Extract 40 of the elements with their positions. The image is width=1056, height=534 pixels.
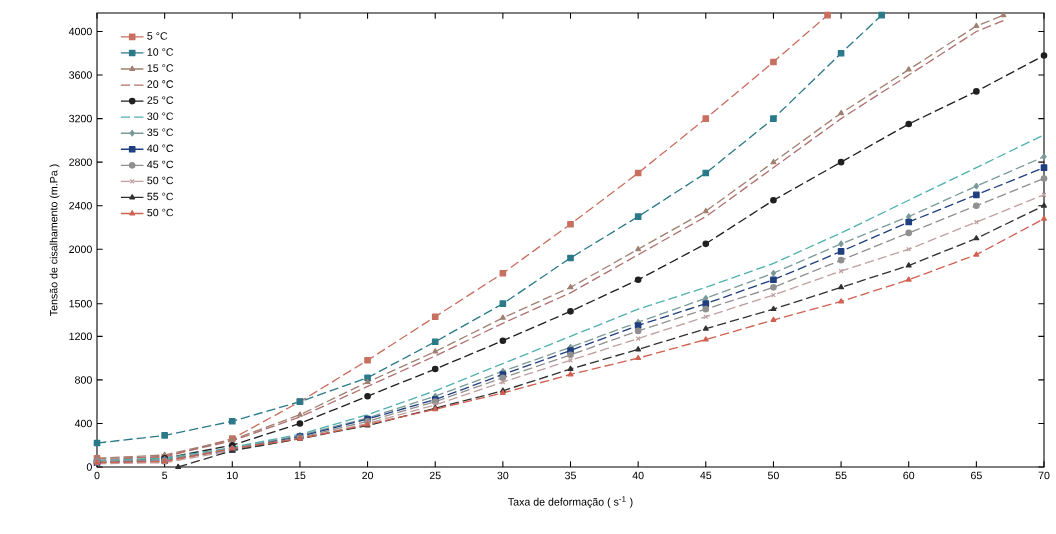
x-tick-label: 10 [227, 471, 238, 480]
legend-label: 20 °C [147, 80, 174, 88]
x-tick-label: 5 [162, 471, 168, 480]
x-tick-label: 70 [1038, 471, 1050, 480]
x-tick-label: 35 [564, 471, 576, 480]
legend-label: 50 °C [147, 208, 174, 217]
x-tick-label: 60 [903, 471, 915, 480]
y-tick-label: 2400 [69, 201, 92, 210]
x-tick-label: 25 [429, 471, 441, 480]
y-tick-label: 800 [75, 376, 92, 384]
y-tick-label: 2800 [69, 158, 92, 166]
legend-label: 5 °C [147, 32, 168, 40]
y-tick-label: 4000 [68, 27, 92, 36]
legend-label: 50 °C [147, 176, 174, 185]
x-tick-label: 45 [700, 471, 712, 480]
x-tick-label: 20 [362, 471, 374, 480]
y-tick-label: 2000 [69, 245, 92, 254]
legend-label: 30 °C [147, 112, 174, 120]
y-tick-label: 3600 [69, 71, 92, 79]
x-tick-label: 30 [497, 471, 509, 480]
x-axis-title: Taxa de deformação ( s$^{-1}$ ) [508, 496, 633, 508]
y-tick-label: 1200 [69, 332, 92, 341]
y-axis-title: Tensão de cisalhamento (m.Pa ) [49, 164, 60, 316]
y-tick-label: 0 [86, 463, 92, 471]
y-tick-label: 1500 [69, 299, 92, 308]
legend-label: 25 °C [147, 96, 174, 104]
x-tick-label: 15 [294, 471, 306, 480]
x-tick-label: 65 [971, 471, 982, 480]
legend-label: 45 °C [147, 160, 174, 169]
legend-label: 40 °C [147, 144, 174, 153]
legend-label: 15 °C [147, 64, 174, 72]
legend-label: 10 °C [147, 48, 174, 56]
x-tick-label: 0 [94, 471, 100, 480]
y-tick-label: 3200 [69, 114, 92, 123]
x-tick-label: 40 [632, 471, 644, 480]
legend-label: 35 °C [147, 128, 174, 137]
x-tick-label: 55 [835, 471, 847, 480]
legend-label: 55 °C [147, 192, 174, 201]
x-tick-label: 50 [767, 471, 779, 480]
y-tick-label: 400 [74, 419, 92, 428]
